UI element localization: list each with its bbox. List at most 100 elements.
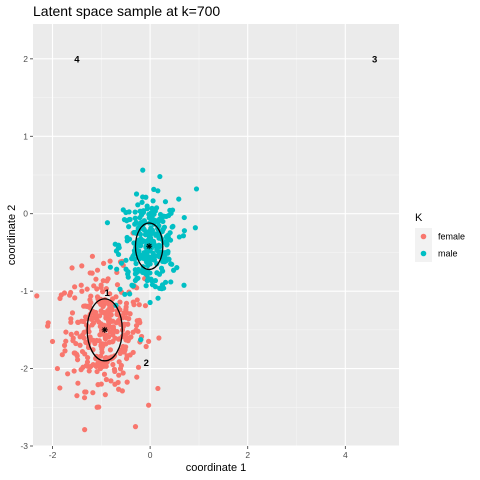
center-marks — [101, 243, 153, 333]
point-male — [104, 220, 111, 226]
point-male — [123, 257, 129, 263]
point-female — [69, 265, 75, 271]
point-female — [137, 320, 143, 326]
point-male — [149, 205, 155, 211]
point-male — [162, 199, 169, 205]
point-female — [112, 381, 118, 387]
ellipse-male — [134, 222, 164, 271]
point-male — [157, 285, 163, 291]
point-female — [103, 332, 110, 338]
y-axis-title: coordinate 2 — [6, 205, 18, 266]
annotations: 4 3 1 2 — [74, 54, 377, 369]
point-female — [99, 349, 105, 355]
point-male — [137, 243, 144, 249]
point-male — [138, 337, 144, 343]
point-female — [126, 316, 132, 322]
point-female — [34, 293, 40, 299]
point-male — [115, 251, 122, 258]
point-female — [45, 323, 51, 329]
point-male — [107, 264, 113, 270]
point-female — [130, 299, 136, 305]
point-female — [85, 355, 91, 361]
point-male — [153, 205, 160, 211]
point-female — [94, 368, 100, 375]
point-male — [157, 243, 163, 249]
point-female — [94, 404, 100, 410]
point-female — [118, 362, 124, 369]
point-female — [100, 289, 106, 295]
point-female — [155, 385, 161, 392]
point-female — [68, 289, 74, 296]
annotation-1: 1 — [105, 288, 111, 299]
point-male — [176, 196, 182, 202]
point-male — [167, 237, 174, 243]
point-female — [101, 260, 107, 266]
point-female — [103, 376, 109, 383]
point-female — [100, 322, 106, 328]
y-tick-label: 0 — [23, 209, 28, 219]
center-star-stroke — [146, 243, 152, 249]
legend-title: K — [415, 212, 423, 224]
point-female — [146, 338, 152, 344]
point-female — [87, 334, 93, 340]
point-male — [193, 186, 200, 192]
point-female — [121, 349, 127, 355]
point-male — [140, 194, 146, 200]
point-female — [119, 388, 125, 394]
point-male — [132, 209, 138, 215]
legend: K female male — [415, 212, 465, 262]
point-female — [94, 337, 100, 344]
point-female — [87, 304, 93, 310]
point-female — [58, 292, 64, 298]
point-female — [117, 299, 123, 305]
point-female — [71, 368, 77, 374]
point-female — [100, 278, 106, 284]
point-male — [150, 250, 156, 256]
point-female — [143, 343, 149, 350]
point-male — [126, 216, 132, 223]
point-male — [157, 173, 163, 180]
ellipse-female — [86, 298, 123, 362]
point-male — [141, 250, 147, 256]
point-female — [111, 366, 118, 372]
point-female — [98, 381, 104, 387]
x-axis-title: coordinate 1 — [186, 462, 247, 474]
point-female — [98, 353, 104, 359]
point-female — [136, 302, 142, 308]
point-female — [120, 370, 126, 376]
x-tick-label: -2 — [49, 450, 57, 460]
point-female — [88, 316, 95, 322]
annotation-4: 4 — [74, 54, 80, 65]
point-female — [99, 361, 105, 367]
point-female — [134, 374, 140, 380]
point-female — [84, 286, 90, 292]
point-female — [85, 363, 91, 369]
point-male — [139, 199, 145, 205]
point-male — [130, 253, 136, 259]
points-male — [104, 167, 200, 343]
point-female — [90, 390, 96, 396]
y-tick-label: -1 — [20, 286, 28, 296]
point-female — [120, 343, 126, 350]
point-male — [114, 266, 120, 272]
point-female — [93, 309, 99, 316]
point-female — [103, 341, 109, 347]
point-male — [146, 236, 152, 242]
point-female — [135, 364, 142, 370]
point-female — [107, 258, 113, 264]
point-male — [118, 260, 125, 266]
point-male — [152, 284, 158, 290]
point-female — [105, 276, 111, 282]
point-male — [141, 268, 147, 274]
point-male — [157, 211, 164, 218]
point-male — [152, 278, 159, 284]
legend-entries: female male — [415, 228, 465, 262]
point-female — [121, 332, 127, 338]
point-female — [97, 313, 103, 319]
point-female — [124, 379, 130, 385]
point-female — [82, 303, 88, 309]
point-female — [94, 267, 101, 273]
point-female — [61, 342, 68, 348]
point-female — [156, 335, 162, 341]
point-male — [144, 259, 150, 265]
